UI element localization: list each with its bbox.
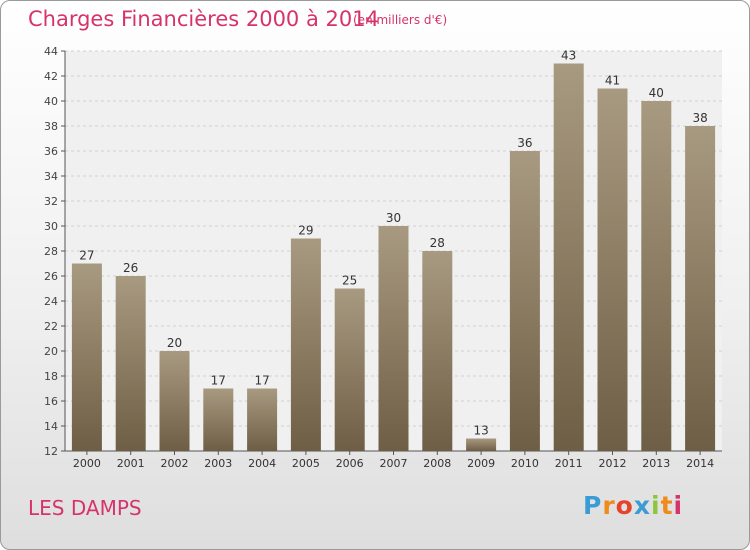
bar [466, 438, 497, 451]
data-label: 43 [561, 49, 576, 63]
y-tick-label: 22 [44, 320, 58, 333]
logo-letter: o [615, 491, 634, 520]
x-tick-label: 2011 [555, 457, 583, 470]
data-label: 38 [692, 111, 707, 125]
bar [553, 63, 584, 451]
data-label: 28 [430, 236, 445, 250]
chart-title: Charges Financières 2000 à 2014 [28, 7, 379, 31]
x-tick-label: 2001 [117, 457, 145, 470]
data-label: 26 [123, 261, 138, 275]
bar [334, 288, 365, 451]
x-tick-label: 2013 [642, 457, 670, 470]
y-tick-label: 16 [44, 395, 58, 408]
x-tick-label: 2009 [467, 457, 495, 470]
bar [159, 351, 190, 451]
x-tick-label: 2006 [336, 457, 364, 470]
x-tick-label: 2002 [161, 457, 189, 470]
y-tick-label: 44 [44, 45, 58, 58]
data-label: 25 [342, 274, 357, 288]
bar [203, 388, 234, 451]
x-tick-label: 2010 [511, 457, 539, 470]
x-tick-label: 2014 [686, 457, 714, 470]
y-tick-label: 30 [44, 220, 58, 233]
data-label: 17 [254, 374, 269, 388]
logo-letter: i [651, 491, 661, 520]
x-tick-label: 2000 [73, 457, 101, 470]
data-label: 20 [167, 336, 182, 350]
y-tick-label: 24 [44, 295, 58, 308]
data-label: 41 [605, 74, 620, 88]
data-label: 27 [79, 249, 94, 263]
bar [422, 251, 453, 451]
x-tick-label: 2007 [380, 457, 408, 470]
y-tick-label: 36 [44, 145, 58, 158]
y-tick-label: 42 [44, 70, 58, 83]
y-tick-label: 32 [44, 195, 58, 208]
logo-letter: t [660, 491, 674, 520]
x-tick-label: 2003 [204, 457, 232, 470]
y-tick-label: 18 [44, 370, 58, 383]
bar [641, 101, 672, 451]
x-tick-label: 2005 [292, 457, 320, 470]
x-tick-label: 2012 [599, 457, 627, 470]
y-tick-label: 12 [44, 445, 58, 458]
y-tick-label: 40 [44, 95, 58, 108]
data-label: 17 [211, 374, 226, 388]
bar [247, 388, 278, 451]
y-tick-label: 38 [44, 120, 58, 133]
logo-letter: x [633, 491, 651, 520]
bar [597, 88, 628, 451]
bar [685, 126, 716, 451]
commune-name: LES DAMPS [28, 496, 142, 520]
data-label: 13 [473, 424, 488, 438]
x-tick-label: 2008 [423, 457, 451, 470]
y-tick-label: 20 [44, 345, 58, 358]
y-tick-label: 34 [44, 170, 58, 183]
y-tick-label: 26 [44, 270, 58, 283]
data-label: 30 [386, 211, 401, 225]
bar [290, 238, 321, 451]
proxiti-logo[interactable]: Proxiti [583, 491, 683, 520]
data-label: 29 [298, 224, 313, 238]
bar [378, 226, 409, 451]
data-label: 36 [517, 136, 532, 150]
logo-letter: r [602, 491, 616, 520]
x-tick-label: 2004 [248, 457, 276, 470]
y-tick-label: 14 [44, 420, 58, 433]
bar [71, 263, 102, 451]
logo-letter: P [583, 491, 603, 520]
logo-letter: i [673, 491, 684, 520]
bar [509, 151, 540, 451]
chart-unit: (en milliers d'€) [353, 13, 448, 27]
bar [115, 276, 146, 451]
data-label: 40 [649, 86, 664, 100]
y-tick-label: 28 [44, 245, 58, 258]
